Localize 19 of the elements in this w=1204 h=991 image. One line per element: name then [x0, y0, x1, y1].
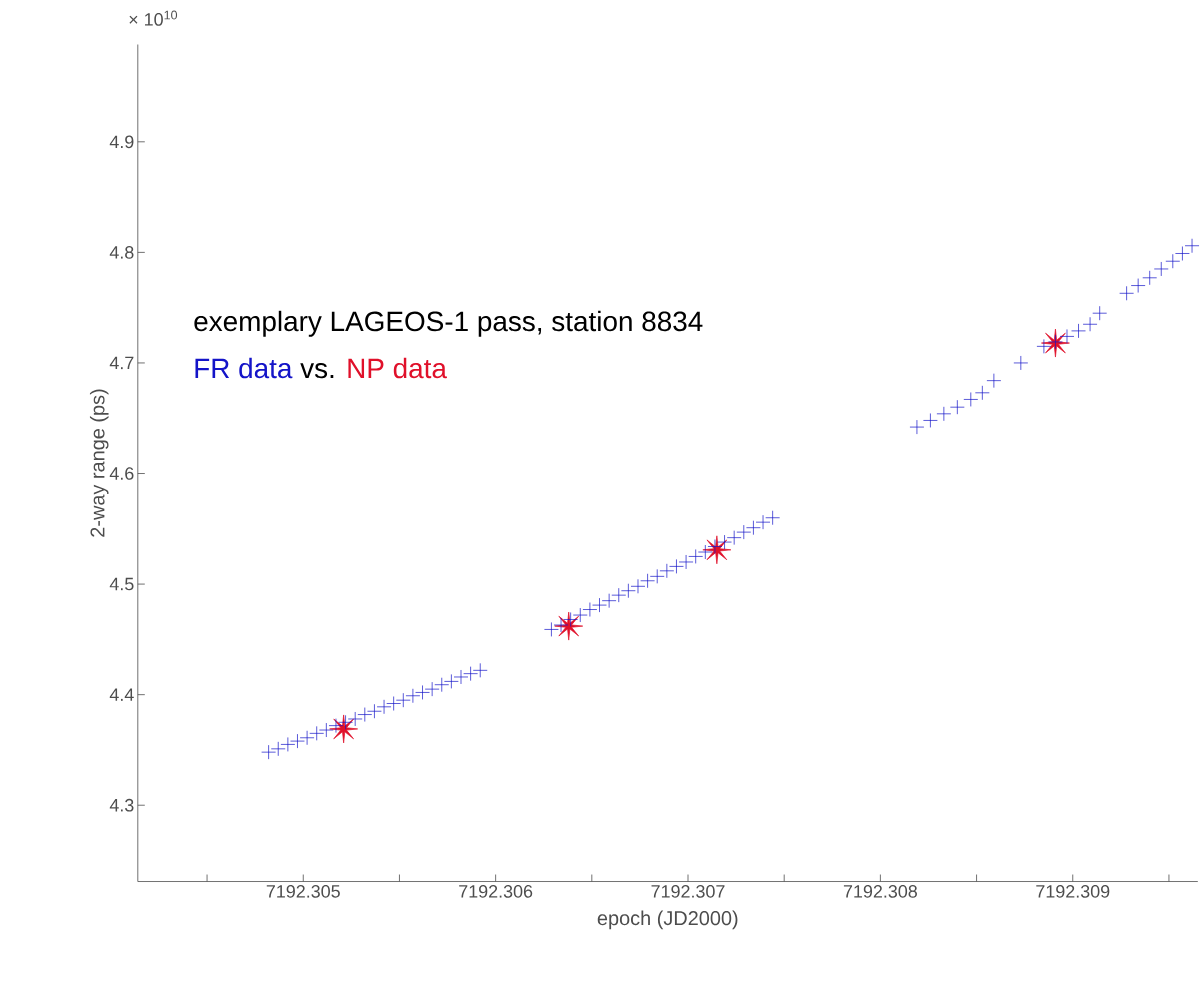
text: exemplary LAGEOS-1 pass, station 8834: [194, 310, 703, 337]
text: FR data: [195, 357, 293, 379]
x-tick-label: 7192.308: [843, 885, 917, 898]
y-axis-title: 2-way range (ps): [89, 389, 109, 537]
annotation: vs.: [300, 363, 334, 379]
x-tick-label: 7192.307: [651, 885, 725, 898]
text: NP data: [348, 357, 447, 379]
x-tick-label: 7192.309: [1036, 885, 1110, 898]
y-tick-label: 4.3: [109, 798, 134, 812]
y-tick-label: 4.4: [109, 688, 134, 701]
y-tick-label: 4.5: [109, 577, 134, 591]
y-tick-label: 4.6: [109, 467, 134, 480]
text: × 10$^{10}$: [129, 10, 178, 26]
x-axis-title: epoch (JD2000): [597, 910, 738, 930]
y-tick-label: 4.9: [109, 135, 134, 149]
x-tick-label: 7192.306: [459, 885, 533, 898]
y-tick-label: 4.7: [109, 356, 134, 370]
y-tick-label: 4.8: [109, 246, 134, 259]
x-tick-label: 7192.305: [266, 885, 340, 898]
